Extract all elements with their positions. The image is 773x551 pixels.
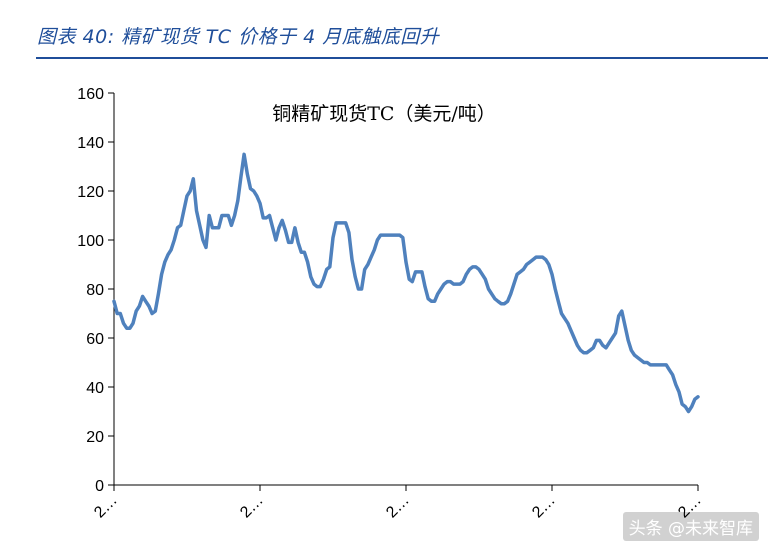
series-group [112, 152, 700, 414]
x-tick-label: 2… [529, 492, 559, 522]
chart-title: 铜精矿现货TC（美元/吨） [272, 103, 496, 125]
y-tick-label: 140 [77, 135, 104, 152]
figure-caption: 图表 40: 精矿现货 TC 价格于 4 月底触底回升 [37, 26, 440, 48]
x-tick-label: 2… [91, 492, 121, 522]
y-axis: 0 20 40 60 80 100 120 140 160 [77, 86, 115, 495]
y-tick-label: 120 [77, 184, 104, 201]
y-tick-label: 60 [86, 331, 104, 348]
y-tick-label: 0 [95, 478, 104, 495]
y-tick-label: 80 [86, 282, 104, 299]
y-tick-label: 100 [77, 233, 104, 250]
series-line [112, 152, 700, 414]
x-tick-label: 2… [237, 492, 267, 522]
watermark: 头条 @未来智库 [622, 512, 759, 541]
y-tick-label: 40 [86, 380, 104, 397]
x-axis: 2… 2… 2… 2… 2… [91, 484, 705, 522]
x-tick-label: 2… [383, 492, 413, 522]
caption-divider [36, 57, 768, 59]
y-tick-label: 20 [86, 429, 104, 446]
y-tick-label: 160 [77, 86, 104, 103]
